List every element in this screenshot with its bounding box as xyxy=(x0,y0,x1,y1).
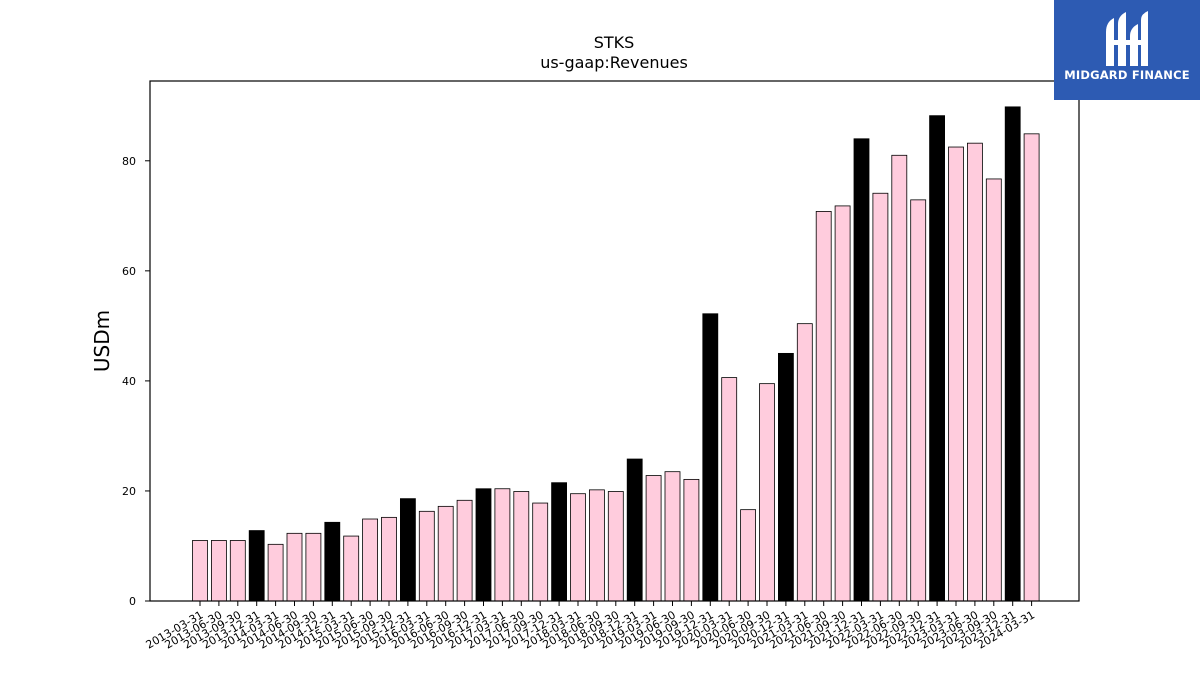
bar-2020-12-31 xyxy=(778,352,794,602)
bar-2022-12-31 xyxy=(929,115,945,602)
bar-2019-12-31 xyxy=(702,313,719,602)
bar-2017-09-30 xyxy=(532,502,549,602)
chart-subtitle: us-gaap:Revenues xyxy=(540,53,688,72)
bar-2015-12-31 xyxy=(399,498,416,602)
y-tick-label: 80 xyxy=(122,155,136,168)
bar-2015-09-30 xyxy=(381,516,397,602)
bar-2015-03-31 xyxy=(343,535,360,602)
bar-2016-09-30 xyxy=(456,499,473,602)
bar-2024-03-31 xyxy=(1023,133,1040,602)
y-tick-label: 40 xyxy=(122,375,136,388)
logo-text: MIDGARD FINANCE xyxy=(1064,68,1190,82)
bar-2018-09-30 xyxy=(607,491,624,602)
bar-2018-12-31 xyxy=(626,458,643,602)
bar-2019-06-30 xyxy=(664,471,681,602)
bar-2014-09-30 xyxy=(305,532,322,602)
bar-2023-06-30 xyxy=(967,142,983,602)
y-axis: 0 20 40 60 80 xyxy=(122,155,150,608)
bar-2014-03-31 xyxy=(267,543,284,602)
bar-2017-06-30 xyxy=(513,491,530,602)
bar-2018-03-31 xyxy=(570,493,586,602)
bar-2023-09-30 xyxy=(985,178,1002,602)
y-tick-label: 60 xyxy=(122,265,136,278)
bar-2016-03-31 xyxy=(418,510,435,602)
bar-2018-06-30 xyxy=(589,489,605,602)
bar-2021-09-30 xyxy=(834,205,851,602)
y-tick-label: 20 xyxy=(122,485,136,498)
bar-2023-12-31 xyxy=(1004,106,1021,602)
bar-2022-03-31 xyxy=(872,192,889,602)
bar-2020-09-30 xyxy=(759,383,775,602)
midgard-finance-logo: MIDGARD FINANCE xyxy=(1054,0,1200,100)
bar-2021-03-31 xyxy=(796,323,813,602)
x-axis: 2013-03-312013-06-302013-09-302013-12-31… xyxy=(144,601,1037,652)
bar-2023-03-31 xyxy=(948,146,964,602)
bar-2014-12-31 xyxy=(324,521,341,602)
bar-2020-03-31 xyxy=(721,377,738,602)
bar-2017-03-31 xyxy=(494,488,511,602)
chart-title: STKS xyxy=(594,33,635,52)
bar-2013-09-30 xyxy=(229,540,246,602)
bar-2019-03-31 xyxy=(645,475,662,602)
bar-2022-06-30 xyxy=(891,154,908,602)
bar-2019-09-30 xyxy=(683,478,700,602)
bar-2013-06-30 xyxy=(210,540,227,602)
bar-2020-06-30 xyxy=(740,509,756,602)
bar-2013-12-31 xyxy=(248,530,265,602)
y-tick-label: 0 xyxy=(129,595,136,608)
bar-2016-06-30 xyxy=(437,505,454,602)
bar-2013-03-31 xyxy=(192,540,208,602)
bar-series xyxy=(192,106,1040,602)
plot-frame xyxy=(149,80,1080,602)
bar-2015-06-30 xyxy=(362,518,379,602)
bar-2016-12-31 xyxy=(475,488,492,602)
bar-2022-09-30 xyxy=(910,199,927,602)
bar-2021-06-30 xyxy=(815,211,832,602)
bar-2017-12-31 xyxy=(551,482,567,602)
logo-mark-icon xyxy=(1106,11,1148,66)
bar-2021-12-31 xyxy=(853,138,870,602)
y-axis-label: USDm xyxy=(90,310,114,372)
bar-2014-06-30 xyxy=(286,532,303,602)
